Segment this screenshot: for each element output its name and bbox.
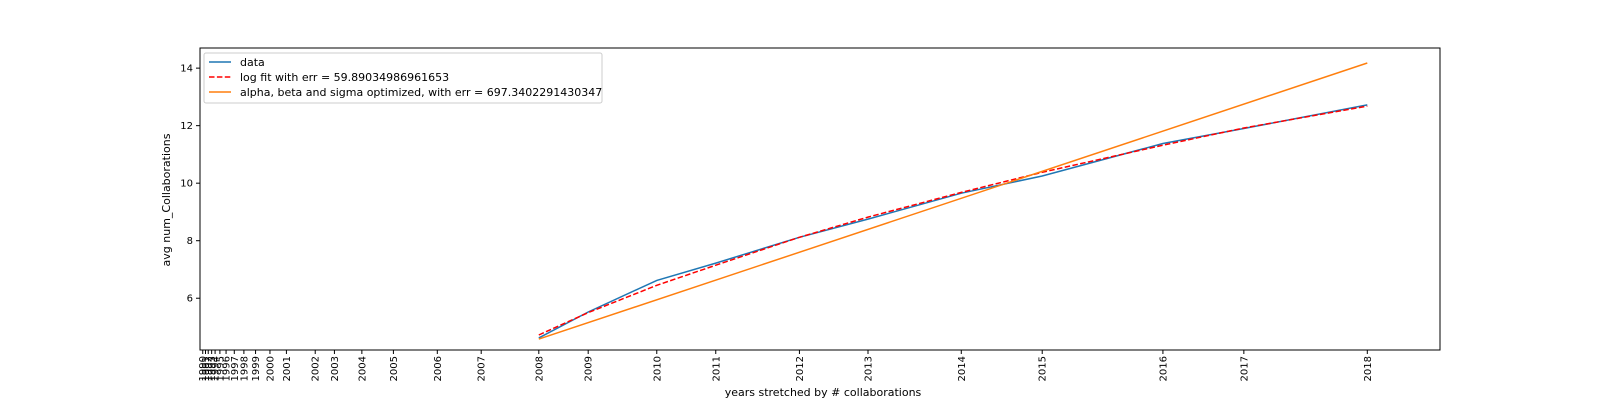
x-tick-label: 1992 — [204, 356, 215, 381]
series-line-1 — [538, 104, 1368, 339]
x-tick-label: 2002 — [311, 356, 322, 381]
y-tick-label: 8 — [187, 236, 193, 247]
y-tick-label: 10 — [180, 179, 193, 190]
x-tick-label: 1996 — [222, 356, 233, 381]
x-tick-label: 1997 — [230, 356, 241, 381]
x-tick-label: 2001 — [282, 356, 293, 381]
legend: data log fit with err = 59.89034986961653… — [203, 52, 603, 104]
axes-frame — [199, 47, 1441, 351]
x-tick-label: 2005 — [389, 356, 400, 381]
series-line-2 — [538, 105, 1368, 336]
x-tick-label: 2004 — [357, 356, 368, 381]
x-tick-label: 1991 — [201, 356, 212, 381]
x-tick-label: 1990 — [198, 356, 209, 381]
x-tick-label: 2018 — [1363, 356, 1374, 381]
x-tick-label: 2009 — [584, 356, 595, 381]
x-tick-label: 1995 — [215, 356, 226, 381]
x-tick-label: 2014 — [957, 356, 968, 381]
plot-area — [538, 62, 1368, 340]
y-axis: 6 8 10 12 14 — [180, 64, 200, 305]
legend-box — [203, 52, 603, 104]
x-tick-label: 2012 — [795, 356, 806, 381]
x-tick-label: 2008 — [534, 356, 545, 381]
x-tick-label: 2011 — [711, 356, 722, 381]
y-axis-label: avg num_Collaborations — [160, 133, 173, 266]
legend-label: data — [240, 56, 265, 69]
legend-label: alpha, beta and sigma optimized, with er… — [240, 86, 602, 99]
x-tick-label: 2015 — [1038, 356, 1049, 381]
x-tick-label: 2006 — [433, 356, 444, 381]
y-tick-label: 6 — [187, 294, 193, 305]
legend-label: log fit with err = 59.89034986961653 — [240, 71, 449, 84]
x-tick-label: 2017 — [1239, 356, 1250, 381]
x-tick-label: 2007 — [477, 356, 488, 381]
x-tick-label: 2000 — [265, 356, 276, 381]
x-tick-label: 2013 — [864, 356, 875, 381]
x-tick-label: 1994 — [211, 356, 222, 381]
x-tick-label: 1993 — [207, 356, 218, 381]
series-line-3 — [538, 62, 1368, 340]
x-tick-label: 1998 — [239, 356, 250, 381]
x-axis-label: years stretched by # collaborations — [725, 386, 922, 399]
y-tick-label: 12 — [180, 121, 193, 132]
x-tick-label: 2003 — [330, 356, 341, 381]
x-tick-label: 1999 — [251, 356, 262, 381]
y-tick-label: 14 — [180, 64, 193, 75]
x-tick-label: 2016 — [1158, 356, 1169, 381]
x-tick-label: 2010 — [652, 356, 663, 381]
